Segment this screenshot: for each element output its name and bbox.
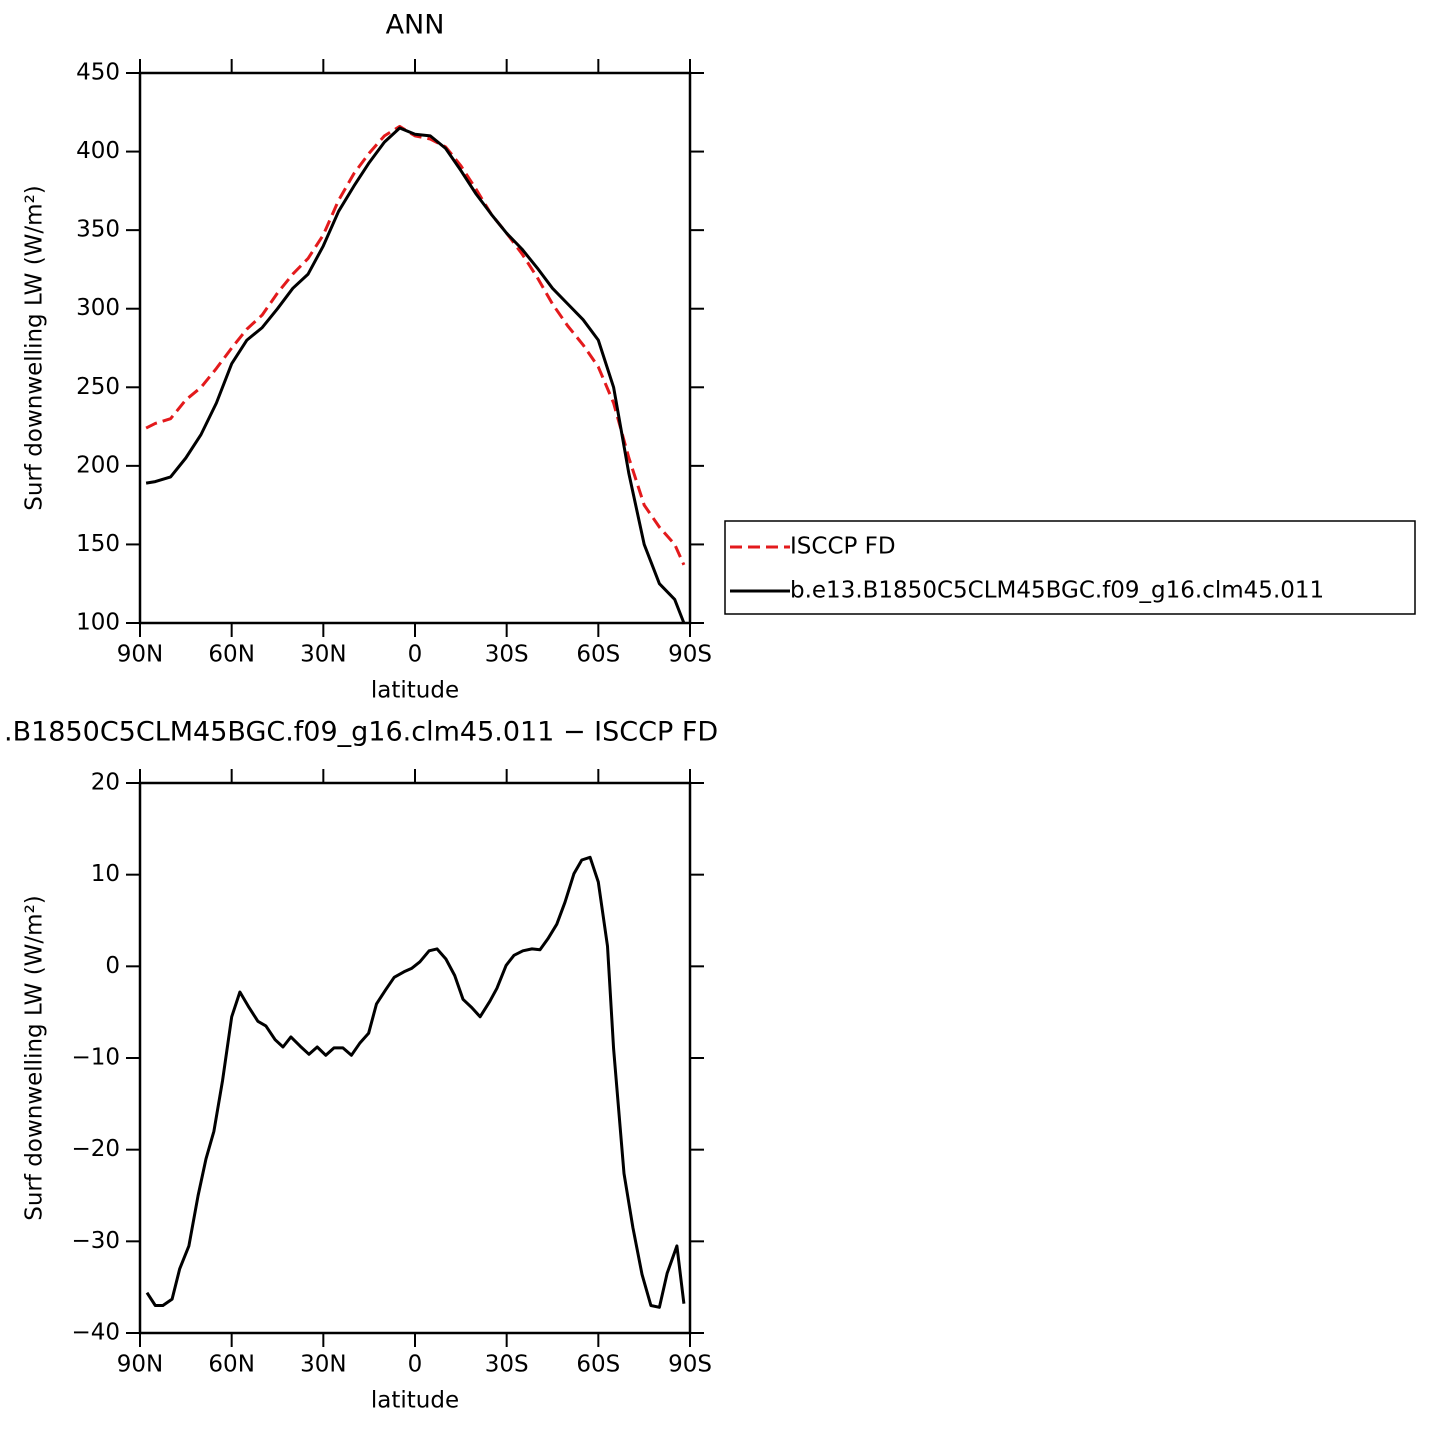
legend-box [724,520,1416,615]
y-axis-label: Surf downwelling LW (W/m²) [22,185,48,511]
x-tick-label: 90S [668,1352,712,1378]
x-axis-label: latitude [371,1388,459,1414]
x-tick-label: 0 [408,1352,423,1378]
y-tick-label: 350 [76,217,120,243]
x-axis-label: latitude [371,678,459,704]
plot-frame [138,781,692,1335]
series-line [145,124,686,566]
x-tick-label: 60S [576,1352,620,1378]
y-tick-label: 100 [76,610,120,636]
chart-title: .B1850C5CLM45BGC.f09_g16.clm45.011 − ISC… [4,717,718,748]
y-tick-label: −30 [71,1228,120,1254]
series-line [145,855,686,1309]
x-tick-label: 90S [668,642,712,668]
y-tick-label: −10 [71,1045,120,1071]
x-tick-label: 30N [300,1352,346,1378]
y-tick-label: 250 [76,374,120,400]
x-tick-label: 60N [208,642,254,668]
y-tick-label: −20 [71,1136,120,1162]
x-tick-label: 0 [408,642,423,668]
y-tick-label: 10 [91,861,120,887]
legend-label: ISCCP FD [790,534,896,560]
y-tick-label: 400 [76,138,120,164]
y-tick-label: −40 [71,1320,120,1346]
y-tick-label: 0 [105,953,120,979]
x-tick-label: 60N [208,1352,254,1378]
y-tick-label: 300 [76,295,120,321]
x-tick-label: 30S [485,1352,529,1378]
x-tick-label: 30N [300,642,346,668]
x-tick-label: 90N [117,1352,163,1378]
y-tick-label: 20 [91,770,120,796]
legend-label: b.e13.B1850C5CLM45BGC.f09_g16.clm45.011 [790,578,1324,604]
y-tick-label: 200 [76,452,120,478]
x-tick-label: 30S [485,642,529,668]
series-line [145,126,686,624]
x-tick-label: 90N [117,642,163,668]
x-tick-label: 60S [576,642,620,668]
y-tick-label: 450 [76,60,120,86]
chart-title: ANN [386,10,445,41]
y-axis-label: Surf downwelling LW (W/m²) [22,895,48,1221]
y-tick-label: 150 [76,531,120,557]
plot-frame [138,71,692,625]
